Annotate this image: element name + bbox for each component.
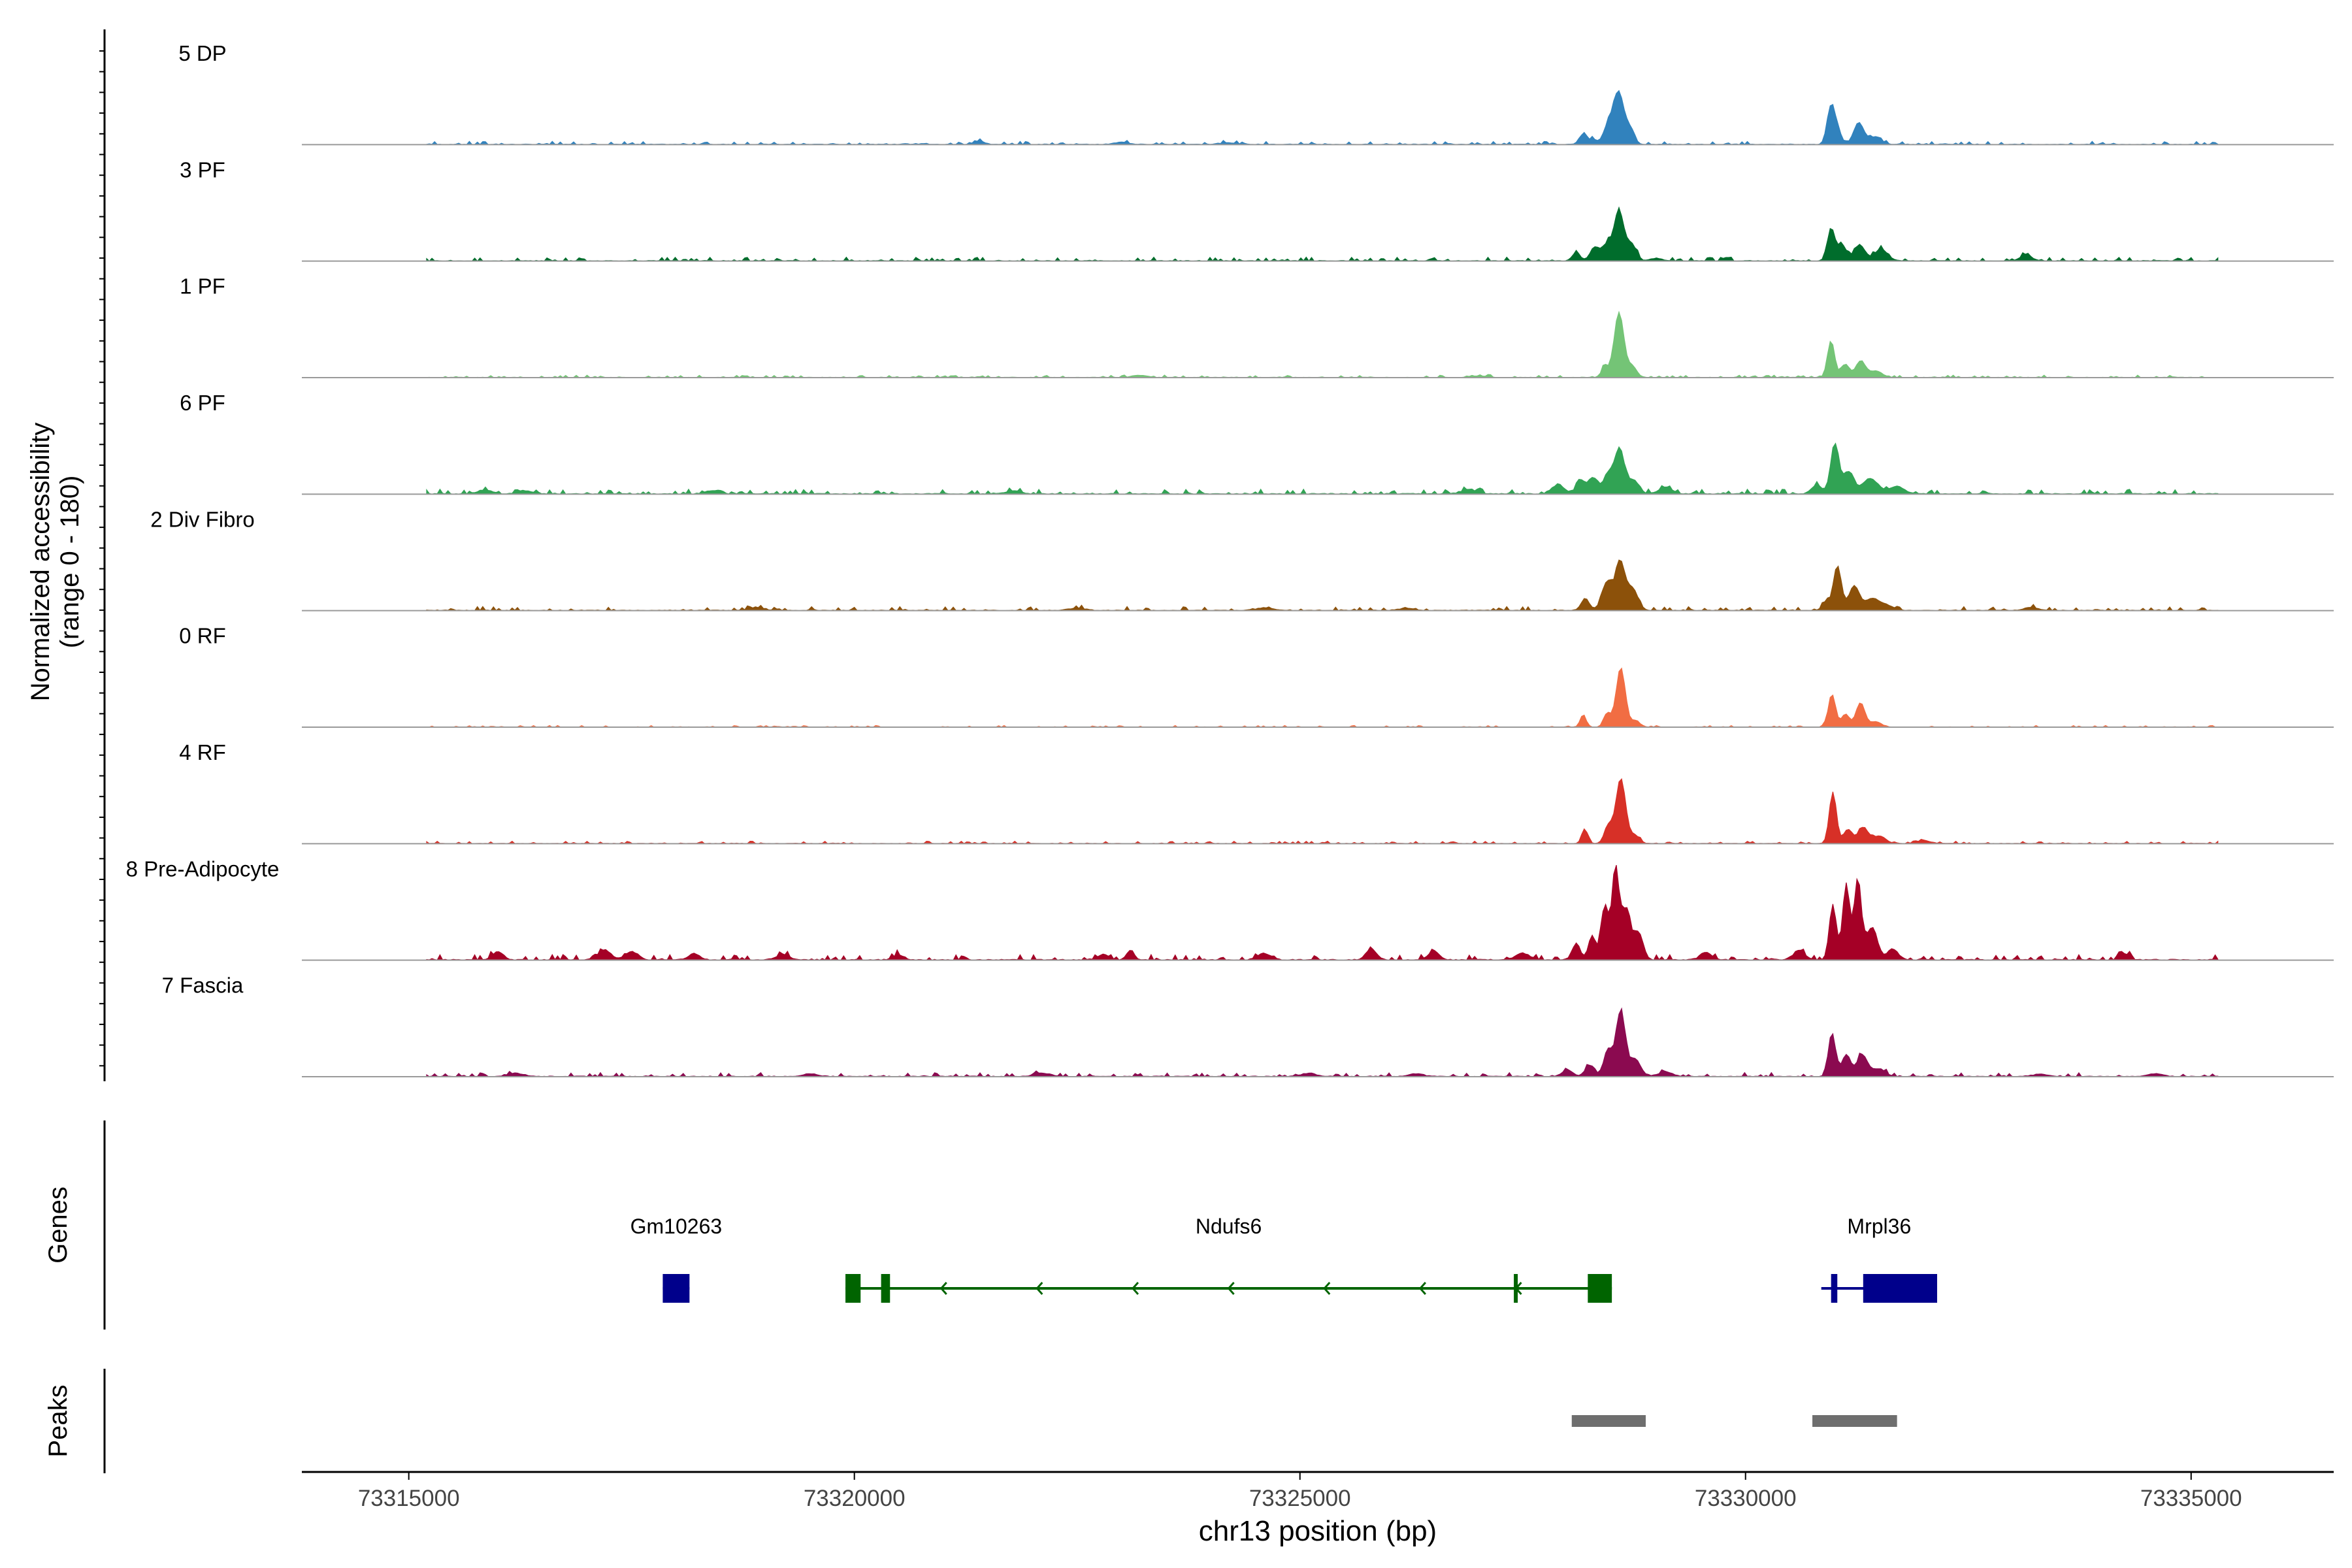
strand-arrow <box>1418 1282 1426 1295</box>
track-0-rf: 0 RF <box>179 624 2334 728</box>
track-label: 4 RF <box>179 740 226 764</box>
peak-region <box>1571 1415 1646 1427</box>
y-axis-label-line1: Normalized accessibility <box>26 423 55 702</box>
track-5-dp: 5 DP <box>178 41 2334 146</box>
coverage-area <box>426 1007 2219 1077</box>
x-tick-label: 73330000 <box>1695 1486 1797 1511</box>
gene-exon <box>1863 1274 1938 1303</box>
track-7-fascia: 7 Fascia <box>162 973 2334 1077</box>
coverage-area <box>426 90 2219 146</box>
gene-exon <box>1514 1274 1518 1303</box>
gene-exon <box>662 1274 690 1303</box>
track-label: 0 RF <box>179 624 226 648</box>
peak-region <box>1812 1415 1897 1427</box>
strand-arrow <box>1131 1282 1139 1295</box>
genes-panel-label: Genes <box>44 1186 73 1264</box>
x-tick-label: 73315000 <box>358 1486 460 1511</box>
strand-arrow <box>1227 1282 1235 1295</box>
track-label: 6 PF <box>180 391 225 415</box>
gene-annotations: Gm10263 Ndufs6 Mrpl36 <box>630 1215 1938 1303</box>
gene-label: Ndufs6 <box>1196 1215 1262 1238</box>
track-3-pf: 3 PF <box>180 157 2334 262</box>
gene-gm10263: Gm10263 <box>630 1215 723 1303</box>
x-tick-label: 73325000 <box>1249 1486 1351 1511</box>
peak-regions <box>1571 1415 1897 1427</box>
track-label: 8 Pre-Adipocyte <box>126 857 280 881</box>
coverage-area <box>426 559 2219 612</box>
track-4-rf: 4 RF <box>179 740 2334 845</box>
track-label: 3 PF <box>180 157 225 182</box>
track-label: 2 Div Fibro <box>150 507 255 531</box>
strand-arrow <box>939 1282 947 1295</box>
gene-label: Gm10263 <box>630 1215 723 1238</box>
peaks-panel-label: Peaks <box>44 1384 73 1457</box>
coverage-tracks: 5 DP 3 PF 1 PF 6 PF 2 Div Fibro 0 RF 4 RF 8 Pre… <box>126 41 2334 1077</box>
track-1-pf: 1 PF <box>180 274 2334 378</box>
strand-arrow <box>1036 1282 1043 1295</box>
track-8-pre-adipocyte: 8 Pre-Adipocyte <box>126 857 2334 961</box>
gene-exon <box>1588 1274 1612 1303</box>
coverage-area <box>426 310 2219 378</box>
track-2-div-fibro: 2 Div Fibro <box>150 507 2334 612</box>
gene-exon <box>1831 1274 1838 1303</box>
x-axis-ticks: 73315000 73320000 73325000 73330000 73335000 <box>358 1472 2242 1511</box>
coverage-area <box>426 865 2219 961</box>
gene-ndufs6: Ndufs6 <box>845 1215 1612 1303</box>
gene-exon <box>881 1274 890 1303</box>
coverage-area <box>426 442 2219 495</box>
coverage-area <box>426 667 2219 728</box>
gene-mrpl36: Mrpl36 <box>1821 1215 1938 1303</box>
gene-label: Mrpl36 <box>1847 1215 1911 1238</box>
gene-exon <box>845 1274 861 1303</box>
x-tick-label: 73335000 <box>2140 1486 2242 1511</box>
coverage-area <box>426 206 2219 262</box>
y-axis-ticks <box>99 50 105 1067</box>
x-tick-label: 73320000 <box>804 1486 906 1511</box>
track-label: 5 DP <box>178 41 226 65</box>
x-axis-title: chr13 position (bp) <box>1199 1515 1437 1547</box>
strand-arrow <box>1323 1282 1331 1295</box>
y-axis-label-line2: (range 0 - 180) <box>56 476 84 649</box>
track-label: 1 PF <box>180 274 225 299</box>
coverage-area <box>426 778 2219 845</box>
track-label: 7 Fascia <box>162 973 244 998</box>
track-6-pf: 6 PF <box>180 391 2334 495</box>
